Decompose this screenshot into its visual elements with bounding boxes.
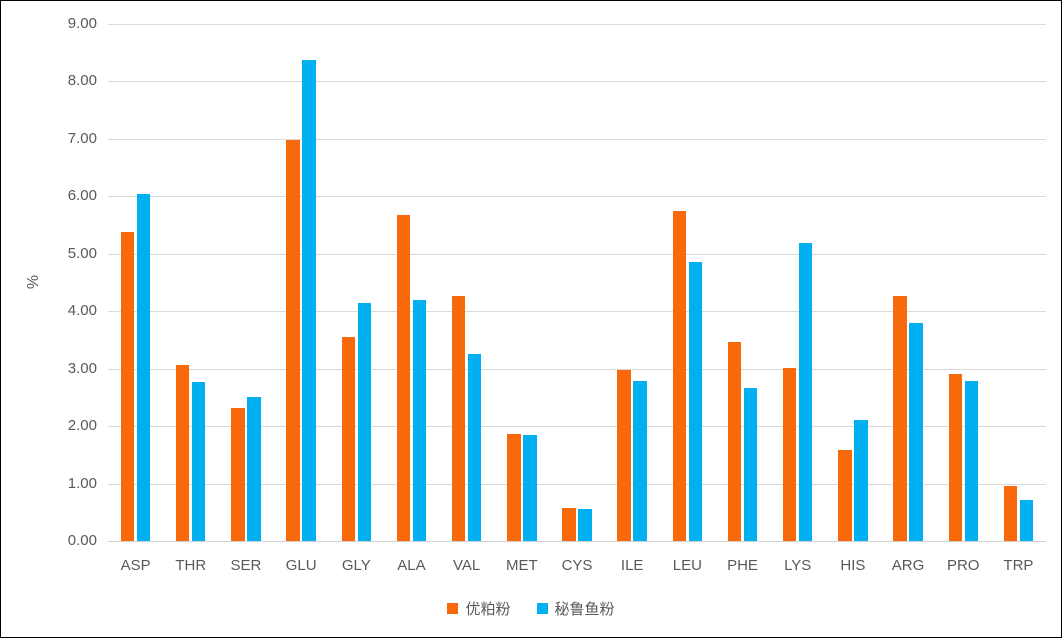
x-tick-label-arg: ARG	[891, 557, 925, 574]
bar-his-series1[interactable]	[838, 450, 852, 541]
x-tick-label-lys: LYS	[784, 557, 812, 574]
x-tick-label-ile: ILE	[620, 557, 644, 574]
bar-val-series1[interactable]	[451, 296, 466, 541]
bar-ala-series2[interactable]	[412, 300, 427, 541]
bar-trp-series1[interactable]	[1003, 485, 1018, 541]
x-axis-line	[108, 541, 1046, 542]
bar-lys-series2[interactable]	[799, 243, 813, 541]
x-tick-label-val: VAL	[453, 557, 481, 574]
y-tick-label: 6.00	[67, 187, 97, 205]
legend-label: 优粕粉	[465, 601, 511, 618]
bar-glu-series2[interactable]	[302, 60, 316, 541]
bar-gly-series2[interactable]	[357, 303, 371, 541]
y-gridline	[108, 311, 1046, 313]
bar-arg-series2[interactable]	[909, 323, 923, 541]
y-gridline	[108, 253, 1046, 255]
legend-swatch-icon	[447, 603, 459, 614]
bar-arg-series1[interactable]	[893, 296, 907, 541]
y-tick-label: 5.00	[67, 244, 97, 262]
y-gridline	[108, 24, 1046, 25]
legend: 优粕粉 秘鲁鱼粉	[1, 598, 1061, 619]
bar-ser-series1[interactable]	[231, 408, 245, 541]
bar-ala-series1[interactable]	[396, 214, 411, 541]
y-axis-title: %	[25, 274, 42, 290]
bar-val-series2[interactable]	[467, 353, 482, 541]
y-gridline	[108, 196, 1046, 198]
legend-swatch-icon	[536, 603, 548, 614]
bar-phe-series1[interactable]	[727, 341, 742, 541]
x-tick-label-cys: CYS	[561, 557, 593, 574]
bar-leu-series2[interactable]	[688, 261, 703, 541]
x-tick-label-asp: ASP	[120, 557, 151, 574]
y-tick-label: 3.00	[67, 359, 97, 377]
bar-lys-series1[interactable]	[783, 367, 797, 541]
bar-cys-series2[interactable]	[578, 508, 592, 541]
bar-leu-series1[interactable]	[672, 210, 687, 541]
legend-item-series2[interactable]: 秘鲁鱼粉	[536, 598, 615, 619]
bar-ile-series2[interactable]	[633, 380, 647, 541]
y-gridline	[108, 426, 1046, 428]
legend-item-series1[interactable]: 优粕粉	[447, 598, 511, 619]
x-tick-label-pro: PRO	[946, 557, 980, 574]
bar-ser-series2[interactable]	[247, 396, 261, 541]
y-tick-label: 7.00	[67, 129, 97, 147]
bar-ile-series1[interactable]	[617, 369, 631, 541]
bar-asp-series2[interactable]	[136, 194, 151, 541]
y-gridline	[108, 368, 1046, 370]
bar-trp-series2[interactable]	[1019, 499, 1034, 541]
bar-phe-series2[interactable]	[743, 388, 758, 541]
y-tick-label: 2.00	[67, 417, 97, 435]
x-tick-label-glu: GLU	[285, 557, 317, 574]
x-tick-label-leu: LEU	[672, 557, 702, 574]
x-tick-label-met: MET	[505, 557, 538, 574]
x-tick-label-gly: GLY	[341, 557, 371, 574]
x-tick-label-ser: SER	[230, 557, 262, 574]
y-tick-label: 1.00	[67, 474, 97, 492]
bar-cys-series1[interactable]	[562, 508, 576, 541]
bar-thr-series1[interactable]	[176, 365, 190, 541]
bar-his-series2[interactable]	[854, 420, 868, 541]
x-tick-label-phe: PHE	[727, 557, 758, 574]
bar-glu-series1[interactable]	[286, 140, 300, 541]
x-tick-label-trp: TRP	[1003, 557, 1034, 574]
x-tick-label-his: HIS	[840, 557, 866, 574]
y-tick-label: 9.00	[67, 15, 97, 32]
y-gridline	[108, 81, 1046, 83]
bar-asp-series1[interactable]	[120, 231, 135, 541]
y-tick-label: 0.00	[67, 532, 97, 549]
bar-pro-series2[interactable]	[964, 380, 978, 541]
x-tick-label-thr: THR	[175, 557, 207, 574]
y-gridline	[108, 483, 1046, 485]
y-tick-label: 8.00	[67, 72, 97, 90]
bar-met-series1[interactable]	[507, 434, 521, 541]
legend-label: 秘鲁鱼粉	[554, 601, 615, 618]
y-gridline	[108, 138, 1046, 140]
x-tick-label-ala: ALA	[397, 557, 426, 574]
y-tick-label: 4.00	[67, 302, 97, 320]
bar-gly-series1[interactable]	[341, 337, 355, 541]
bar-pro-series1[interactable]	[948, 373, 962, 541]
bar-met-series2[interactable]	[523, 435, 537, 541]
bar-thr-series2[interactable]	[192, 382, 206, 541]
